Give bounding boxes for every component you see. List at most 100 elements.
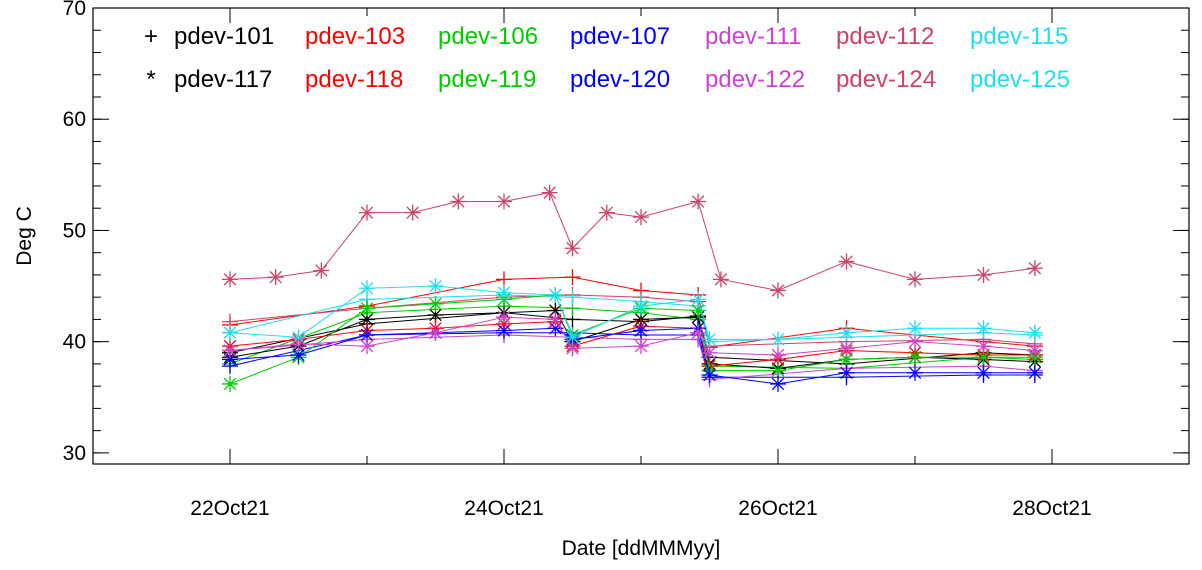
legend-label: pdev-111 [705,23,802,50]
x-tick-label: 26Oct21 [738,497,817,520]
data-point [313,262,330,279]
legend-label: pdev-122 [705,66,805,93]
data-point [359,326,375,343]
data-point [633,298,649,315]
legend-label: pdev-119 [438,66,536,93]
y-tick-label: 50 [63,219,86,242]
data-point [359,311,375,328]
data-point [690,302,707,319]
data-point [838,340,855,357]
data-point [359,338,375,355]
data-point [496,193,512,210]
series-line [229,305,1035,369]
series-line [229,316,1035,356]
data-point [838,364,855,381]
data-point [633,322,649,339]
x-tick-label: 28Oct21 [1012,497,1091,520]
legend-label: pdev-118 [305,66,403,93]
data-point [690,291,707,308]
x-tick-label: 24Oct21 [464,497,543,520]
legend-symbol: + [144,23,158,50]
data-point [427,324,444,341]
data-point [907,349,923,366]
series-group [222,184,1043,392]
y-tick-label: 30 [63,442,86,465]
data-point [838,351,855,368]
data-point [838,253,855,270]
series-line [229,192,1035,292]
data-point [975,320,992,337]
data-point [564,269,581,286]
legend-label: pdev-124 [836,66,936,93]
data-point [564,329,581,346]
legend-label: pdev-125 [970,66,1070,93]
data-point [975,364,992,381]
series-pdev-120 [222,320,1043,392]
data-point [1026,324,1043,341]
legend-label: pdev-107 [570,23,670,50]
data-point [975,338,992,355]
data-point [564,240,581,257]
data-point [496,271,512,288]
data-point [907,333,923,350]
data-point [359,204,375,221]
data-point [427,278,444,295]
data-point [633,209,649,226]
data-point [838,324,855,341]
y-axis-label: Deg C [13,206,36,266]
data-point [975,266,992,283]
data-point [222,342,238,359]
legend-label: pdev-120 [570,66,670,93]
data-point [222,324,238,341]
data-point [770,362,786,379]
data-point [975,349,992,366]
data-point [547,320,564,337]
legend: + pdev-101 pdev-103 pdev-106 pdev-107 pdev-11… [144,23,1070,93]
data-point [290,329,307,346]
data-point [290,347,307,364]
x-tick-label: 22Oct21 [190,497,269,520]
data-point [547,286,564,303]
series-pdev-124 [222,184,1043,299]
legend-symbol: * [146,66,155,93]
data-point [404,204,421,221]
legend-label: pdev-106 [438,23,538,50]
y-tick-label: 70 [63,0,86,20]
data-point [690,324,707,341]
legend-label: pdev-103 [305,23,405,50]
data-point [547,302,564,319]
data-point [427,306,444,323]
data-point [450,193,467,210]
data-point [770,347,786,364]
data-point [712,271,729,288]
legend-label: pdev-112 [836,23,934,50]
data-point [496,284,512,301]
data-point [770,331,786,348]
data-point [907,320,923,337]
x-axis-label: Date [ddMMMyy] [562,537,721,560]
axis-ticks: 22Oct21 24Oct21 26Oct21 28Oct21 30 40 50 60 70 [63,0,1190,520]
data-point [427,295,444,312]
data-point [496,309,512,326]
data-point [690,193,707,210]
data-point [907,364,923,381]
data-point [222,271,238,288]
y-tick-label: 60 [63,108,86,131]
data-point [770,375,786,392]
data-point [1026,364,1043,381]
data-point [770,282,786,299]
data-point [222,351,238,368]
series-pdev-122 [222,309,1043,364]
series-pdev-125 [222,278,1043,348]
data-point [267,269,284,286]
data-point [564,340,581,357]
data-point [222,375,238,392]
legend-label: pdev-117 [174,66,272,93]
data-point [496,322,512,339]
data-point [701,331,718,348]
legend-label: pdev-115 [970,23,1068,50]
data-point [1026,342,1043,359]
data-point [564,289,581,306]
data-point [598,204,615,221]
